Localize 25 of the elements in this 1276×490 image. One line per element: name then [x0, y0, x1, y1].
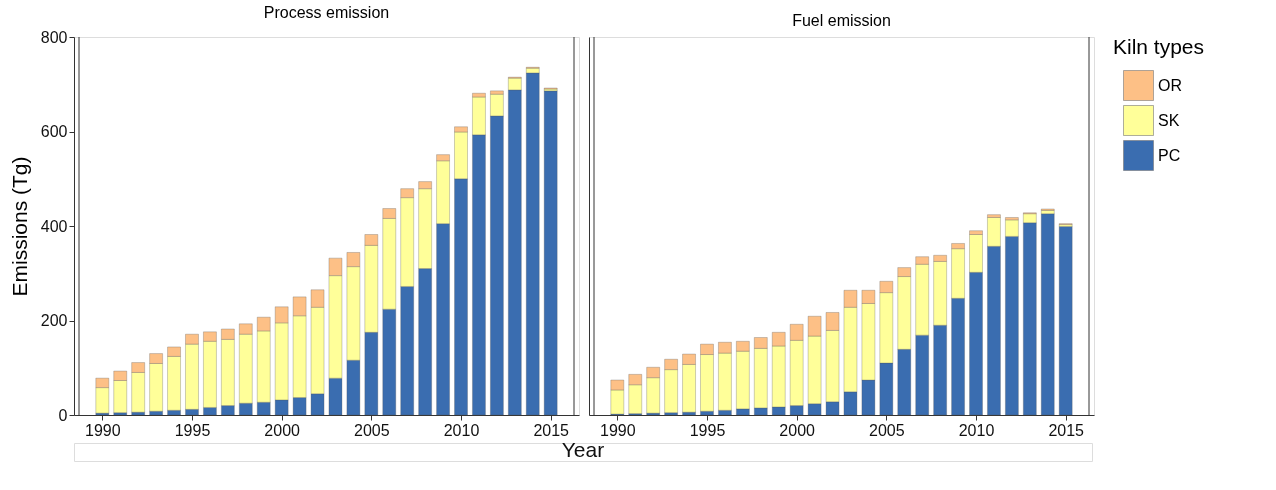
- x-tick-label: 1995: [174, 421, 211, 439]
- y-tick-label: 400: [40, 217, 68, 235]
- y-tick-label: 0: [58, 406, 68, 424]
- legend-label: SK: [1158, 111, 1180, 129]
- x-tick-label: 1995: [689, 421, 726, 439]
- x-tick-label: 2010: [958, 421, 995, 439]
- chart-title: Process emission: [263, 4, 390, 21]
- y-tick-label: 800: [40, 28, 68, 46]
- x-tick-label: 1990: [600, 421, 636, 439]
- chart-title: Fuel emission: [792, 11, 891, 29]
- x-tick-label: 2005: [354, 421, 390, 439]
- y-tick-label: 600: [40, 123, 68, 140]
- x-tick-label: 1990: [85, 421, 121, 439]
- y-axis-title: Emissions (Tg): [7, 156, 31, 297]
- x-tick-label: 2005: [869, 421, 905, 439]
- x-tick-label: 2015: [1048, 421, 1085, 439]
- x-tick-label: 2000: [779, 421, 816, 439]
- x-tick-label: 2000: [264, 421, 301, 439]
- x-tick-label: 2015: [533, 421, 570, 439]
- legend-label: PC: [1158, 146, 1181, 164]
- x-tick-label: 2010: [443, 421, 480, 439]
- legend-label: OR: [1158, 76, 1182, 94]
- y-tick-label: 200: [40, 312, 68, 329]
- x-axis-title: Year: [561, 438, 605, 461]
- legend-title: Kiln types: [1113, 35, 1205, 58]
